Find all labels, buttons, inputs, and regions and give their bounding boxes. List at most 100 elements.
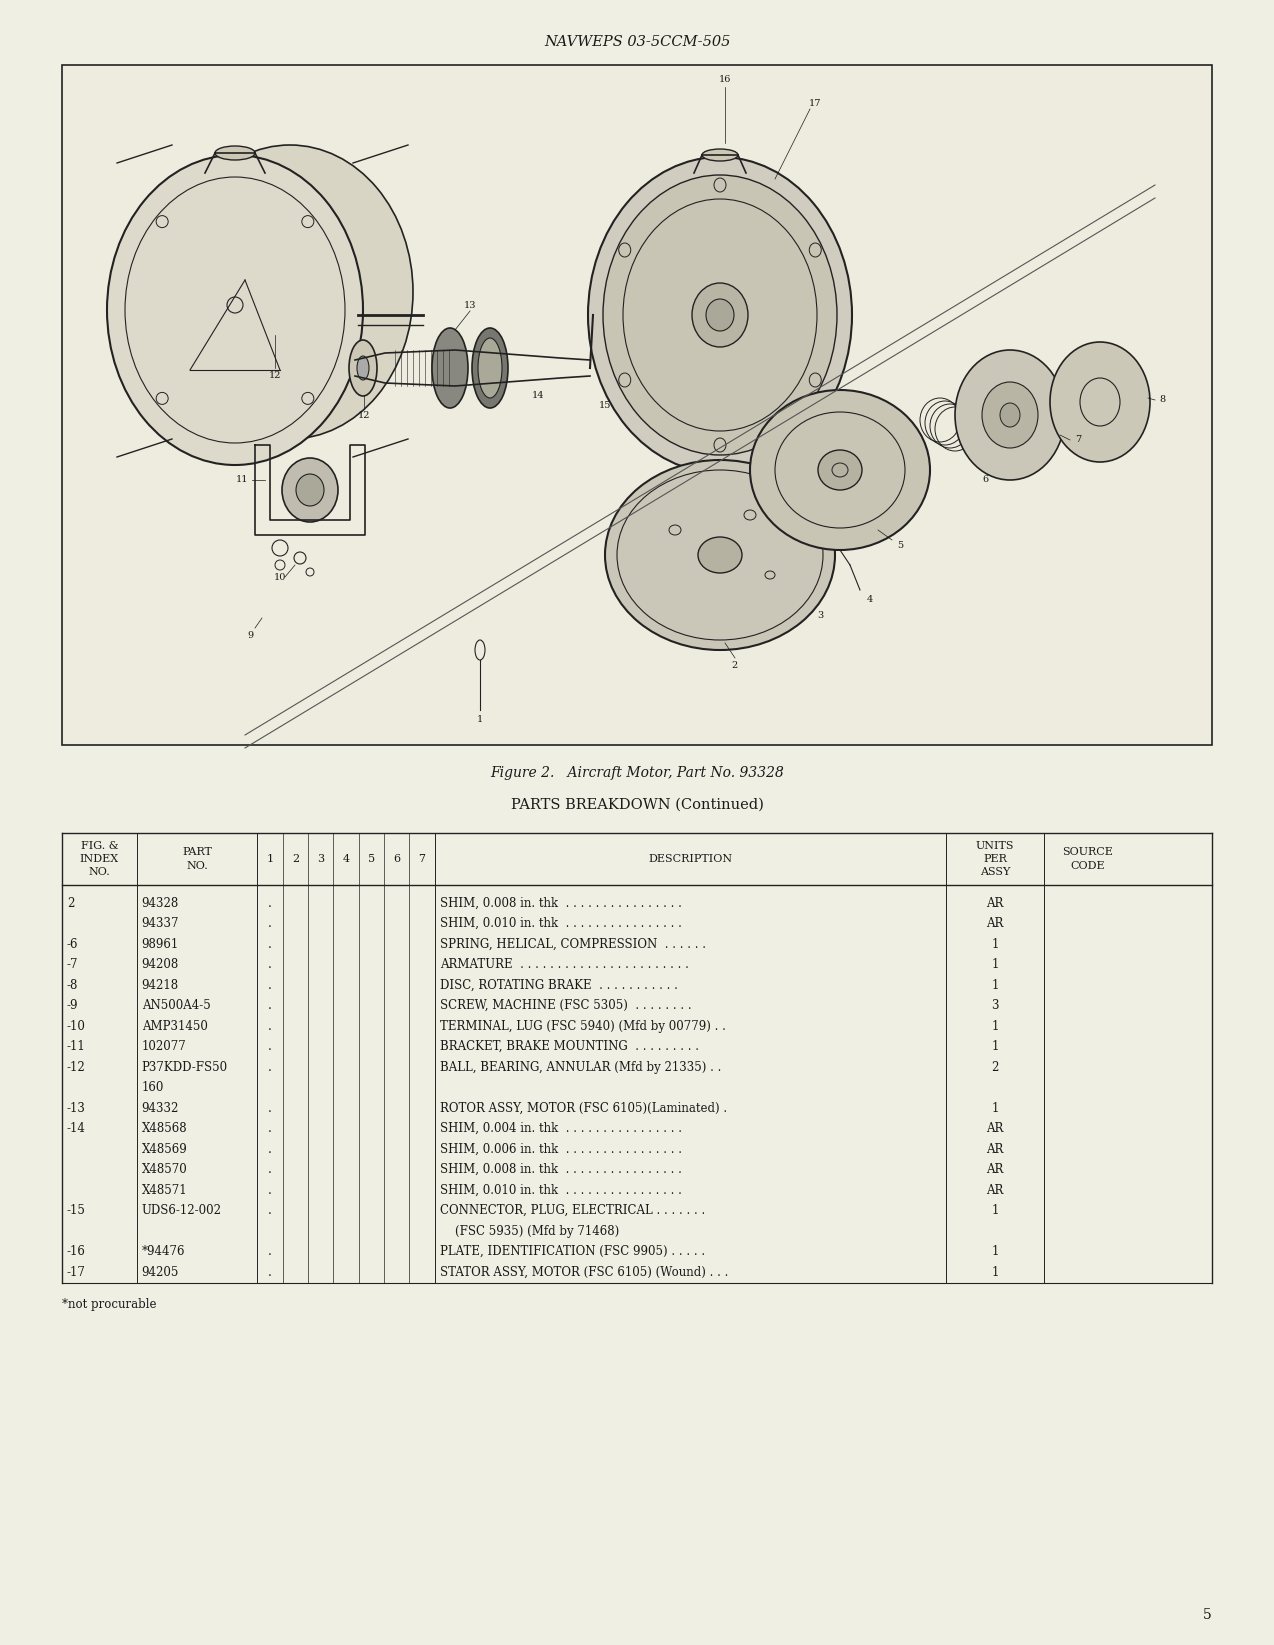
Ellipse shape: [818, 451, 862, 490]
Text: SHIM, 0.010 in. thk  . . . . . . . . . . . . . . . .: SHIM, 0.010 in. thk . . . . . . . . . . …: [440, 918, 682, 931]
Text: 2: 2: [991, 1061, 999, 1074]
Ellipse shape: [282, 457, 338, 521]
Text: -6: -6: [68, 938, 79, 951]
Bar: [62, 66, 1212, 745]
Text: 11: 11: [236, 475, 248, 485]
Text: .: .: [269, 1122, 273, 1135]
Text: X48568: X48568: [141, 1122, 187, 1135]
Text: AR: AR: [986, 918, 1004, 931]
Text: 160: 160: [141, 1081, 164, 1094]
Text: X48569: X48569: [141, 1143, 187, 1156]
Text: SPRING, HELICAL, COMPRESSION  . . . . . .: SPRING, HELICAL, COMPRESSION . . . . . .: [440, 938, 706, 951]
Ellipse shape: [702, 150, 738, 161]
Text: AR: AR: [986, 897, 1004, 910]
Text: 1: 1: [476, 716, 483, 724]
Text: 1: 1: [991, 1265, 999, 1278]
Text: 3: 3: [317, 854, 325, 864]
Text: .: .: [269, 959, 273, 971]
Text: 1: 1: [991, 959, 999, 971]
Text: 1: 1: [991, 1245, 999, 1258]
Text: 98961: 98961: [141, 938, 180, 951]
Text: .: .: [269, 938, 273, 951]
Ellipse shape: [1050, 342, 1150, 462]
Text: *94476: *94476: [141, 1245, 185, 1258]
Ellipse shape: [167, 145, 413, 439]
Text: 2: 2: [68, 897, 74, 910]
Text: 94205: 94205: [141, 1265, 180, 1278]
Text: 1: 1: [991, 938, 999, 951]
Text: 94328: 94328: [141, 897, 180, 910]
Text: TERMINAL, LUG (FSC 5940) (Mfd by 00779) . .: TERMINAL, LUG (FSC 5940) (Mfd by 00779) …: [440, 1020, 725, 1033]
Text: 1: 1: [991, 1204, 999, 1217]
Text: 17: 17: [809, 99, 822, 107]
Ellipse shape: [478, 337, 502, 398]
Text: 6: 6: [982, 475, 989, 485]
Text: STATOR ASSY, MOTOR (FSC 6105) (Wound) . . .: STATOR ASSY, MOTOR (FSC 6105) (Wound) . …: [440, 1265, 727, 1278]
Text: 5: 5: [897, 541, 903, 549]
Text: AR: AR: [986, 1122, 1004, 1135]
Text: .: .: [269, 918, 273, 931]
Text: 1: 1: [991, 1102, 999, 1115]
Text: 1: 1: [991, 1040, 999, 1053]
Text: DISC, ROTATING BRAKE  . . . . . . . . . . .: DISC, ROTATING BRAKE . . . . . . . . . .…: [440, 979, 678, 992]
Text: 14: 14: [531, 390, 544, 400]
Text: 3: 3: [991, 999, 999, 1012]
Text: -7: -7: [68, 959, 79, 971]
Text: -15: -15: [68, 1204, 85, 1217]
Text: .: .: [269, 1061, 273, 1074]
Text: PARTS BREAKDOWN (Continued): PARTS BREAKDOWN (Continued): [511, 798, 763, 813]
Text: UDS6-12-002: UDS6-12-002: [141, 1204, 222, 1217]
Text: 3: 3: [817, 610, 823, 620]
Text: .: .: [269, 1143, 273, 1156]
Ellipse shape: [692, 283, 748, 347]
Ellipse shape: [982, 382, 1038, 447]
Text: 7: 7: [1075, 436, 1082, 444]
Ellipse shape: [357, 355, 369, 380]
Text: AR: AR: [986, 1184, 1004, 1198]
Text: .: .: [269, 897, 273, 910]
Text: X48571: X48571: [141, 1184, 187, 1198]
Text: 16: 16: [719, 76, 731, 84]
Text: PLATE, IDENTIFICATION (FSC 9905) . . . . .: PLATE, IDENTIFICATION (FSC 9905) . . . .…: [440, 1245, 705, 1258]
Text: 12: 12: [358, 411, 371, 419]
Text: .: .: [269, 1265, 273, 1278]
Text: 5: 5: [1203, 1609, 1212, 1622]
Text: .: .: [269, 1020, 273, 1033]
Text: -10: -10: [68, 1020, 85, 1033]
Ellipse shape: [706, 299, 734, 331]
Ellipse shape: [107, 155, 363, 466]
Text: 94337: 94337: [141, 918, 180, 931]
Text: DESCRIPTION: DESCRIPTION: [648, 854, 733, 864]
Ellipse shape: [1000, 403, 1020, 428]
Text: 7: 7: [418, 854, 426, 864]
Text: 8: 8: [1159, 395, 1164, 405]
Text: SHIM, 0.004 in. thk  . . . . . . . . . . . . . . . .: SHIM, 0.004 in. thk . . . . . . . . . . …: [440, 1122, 682, 1135]
Text: 6: 6: [394, 854, 400, 864]
Ellipse shape: [471, 327, 508, 408]
Text: .: .: [269, 1184, 273, 1198]
Text: 5: 5: [368, 854, 375, 864]
Text: ARMATURE  . . . . . . . . . . . . . . . . . . . . . . .: ARMATURE . . . . . . . . . . . . . . . .…: [440, 959, 688, 971]
Text: .: .: [269, 1204, 273, 1217]
Ellipse shape: [698, 536, 741, 572]
Text: -14: -14: [68, 1122, 85, 1135]
Ellipse shape: [215, 146, 255, 160]
Text: -8: -8: [68, 979, 79, 992]
Text: NAVWEPS 03-5CCM-505: NAVWEPS 03-5CCM-505: [544, 35, 730, 49]
Text: -12: -12: [68, 1061, 85, 1074]
Text: .: .: [269, 999, 273, 1012]
Text: X48570: X48570: [141, 1163, 187, 1176]
Ellipse shape: [349, 341, 377, 396]
Text: 15: 15: [599, 400, 612, 410]
Text: 9: 9: [247, 630, 254, 640]
Text: 12: 12: [269, 370, 282, 380]
Text: .: .: [269, 1245, 273, 1258]
Text: (FSC 5935) (Mfd by 71468): (FSC 5935) (Mfd by 71468): [440, 1226, 619, 1237]
Text: SHIM, 0.008 in. thk  . . . . . . . . . . . . . . . .: SHIM, 0.008 in. thk . . . . . . . . . . …: [440, 1163, 682, 1176]
Text: -17: -17: [68, 1265, 85, 1278]
Ellipse shape: [603, 174, 837, 456]
Text: 102077: 102077: [141, 1040, 186, 1053]
Ellipse shape: [605, 461, 834, 650]
Text: SHIM, 0.008 in. thk  . . . . . . . . . . . . . . . .: SHIM, 0.008 in. thk . . . . . . . . . . …: [440, 897, 682, 910]
Text: P37KDD-FS50: P37KDD-FS50: [141, 1061, 228, 1074]
